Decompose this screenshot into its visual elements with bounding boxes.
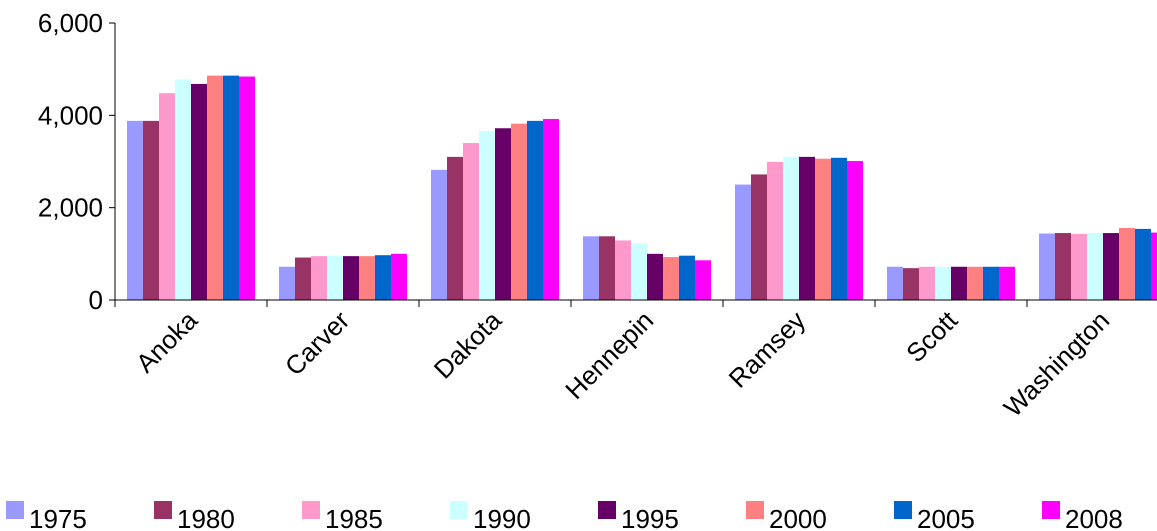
x-tick-label: Dakota — [428, 305, 508, 385]
legend-swatch-2005 — [894, 501, 912, 519]
bar-ramsey-1995 — [799, 156, 815, 300]
legend-swatch-1975 — [6, 501, 24, 519]
bar-dakota-1990 — [479, 131, 495, 300]
bar-washington-1975 — [1039, 233, 1055, 300]
bar-anoka-1985 — [159, 93, 175, 300]
bar-ramsey-1975 — [735, 184, 751, 300]
bar-washington-2008 — [1151, 232, 1157, 300]
legend-label-1985: 1985 — [325, 504, 383, 531]
bar-dakota-1995 — [495, 128, 511, 300]
bar-anoka-1990 — [175, 79, 191, 300]
x-tick-label: Washington — [998, 305, 1116, 423]
bar-anoka-2000 — [207, 75, 223, 300]
bar-washington-1980 — [1055, 233, 1071, 300]
bar-scott-2005 — [983, 266, 999, 300]
bar-ramsey-1985 — [767, 161, 783, 300]
bar-carver-1985 — [311, 256, 327, 300]
legend-swatch-1995 — [598, 501, 616, 519]
bar-scott-2008 — [999, 266, 1015, 300]
bar-scott-1995 — [951, 266, 967, 300]
bar-anoka-2008 — [239, 76, 255, 300]
bar-scott-2000 — [967, 266, 983, 300]
legend-swatch-1990 — [450, 501, 468, 519]
bar-dakota-2005 — [527, 120, 543, 300]
legend-label-1980: 1980 — [177, 504, 235, 531]
bar-washington-1985 — [1071, 233, 1087, 300]
bar-hennepin-1990 — [631, 243, 647, 300]
bar-carver-1990 — [327, 255, 343, 300]
bar-carver-2008 — [391, 253, 407, 300]
legend-swatch-1985 — [302, 501, 320, 519]
bar-washington-2000 — [1119, 227, 1135, 300]
bar-hennepin-1980 — [599, 236, 615, 300]
legend-label-1975: 1975 — [29, 504, 87, 531]
bar-carver-2000 — [359, 256, 375, 300]
bar-hennepin-2008 — [695, 260, 711, 300]
legend-label-2000: 2000 — [769, 504, 827, 531]
legend-label-1990: 1990 — [473, 504, 531, 531]
bar-carver-2005 — [375, 255, 391, 300]
bar-hennepin-2005 — [679, 255, 695, 300]
bar-ramsey-2000 — [815, 158, 831, 300]
bar-hennepin-1995 — [647, 253, 663, 300]
bar-dakota-1980 — [447, 156, 463, 300]
x-tick-label: Scott — [900, 304, 964, 368]
bar-anoka-1995 — [191, 83, 207, 300]
bar-carver-1995 — [343, 256, 359, 300]
x-tick-label: Carver — [279, 305, 356, 382]
legend-label-2005: 2005 — [917, 504, 975, 531]
bar-ramsey-2008 — [847, 161, 863, 300]
bar-ramsey-1980 — [751, 174, 767, 300]
bar-ramsey-1990 — [783, 156, 799, 300]
x-tick-label: Ramsey — [723, 305, 812, 394]
bar-scott-1990 — [935, 266, 951, 300]
legend-label-1995: 1995 — [621, 504, 679, 531]
bar-scott-1985 — [919, 266, 935, 300]
legend-swatch-2000 — [746, 501, 764, 519]
legend-swatch-2008 — [1042, 501, 1060, 519]
x-tick-label: Anoka — [130, 305, 204, 379]
legend-label-2008: 2008 — [1065, 504, 1123, 531]
y-tick-label: 0 — [89, 285, 103, 315]
bar-washington-1990 — [1087, 233, 1103, 300]
bar-carver-1975 — [279, 266, 295, 300]
bar-hennepin-1985 — [615, 240, 631, 300]
bar-washington-2005 — [1135, 228, 1151, 300]
bar-anoka-2005 — [223, 75, 239, 300]
bar-dakota-1975 — [431, 169, 447, 300]
bar-ramsey-2005 — [831, 157, 847, 300]
bar-anoka-1975 — [127, 120, 143, 300]
y-tick-label: 6,000 — [38, 8, 103, 38]
bar-group — [127, 75, 1157, 300]
x-tick-label: Hennepin — [559, 305, 659, 405]
bar-dakota-2008 — [543, 119, 559, 300]
bar-anoka-1980 — [143, 120, 159, 300]
bar-washington-1995 — [1103, 233, 1119, 300]
y-tick-label: 2,000 — [38, 193, 103, 223]
bar-dakota-2000 — [511, 123, 527, 300]
bar-dakota-1985 — [463, 143, 479, 300]
bar-carver-1980 — [295, 257, 311, 300]
legend-swatch-1980 — [154, 501, 172, 519]
bar-scott-1975 — [887, 266, 903, 300]
legend: 1975 1980 1985 1990 1995 2000 2005 2008 — [6, 501, 1123, 531]
bar-hennepin-1975 — [583, 236, 599, 300]
y-tick-label: 4,000 — [38, 100, 103, 130]
bar-hennepin-2000 — [663, 257, 679, 300]
bar-scott-1980 — [903, 268, 919, 300]
